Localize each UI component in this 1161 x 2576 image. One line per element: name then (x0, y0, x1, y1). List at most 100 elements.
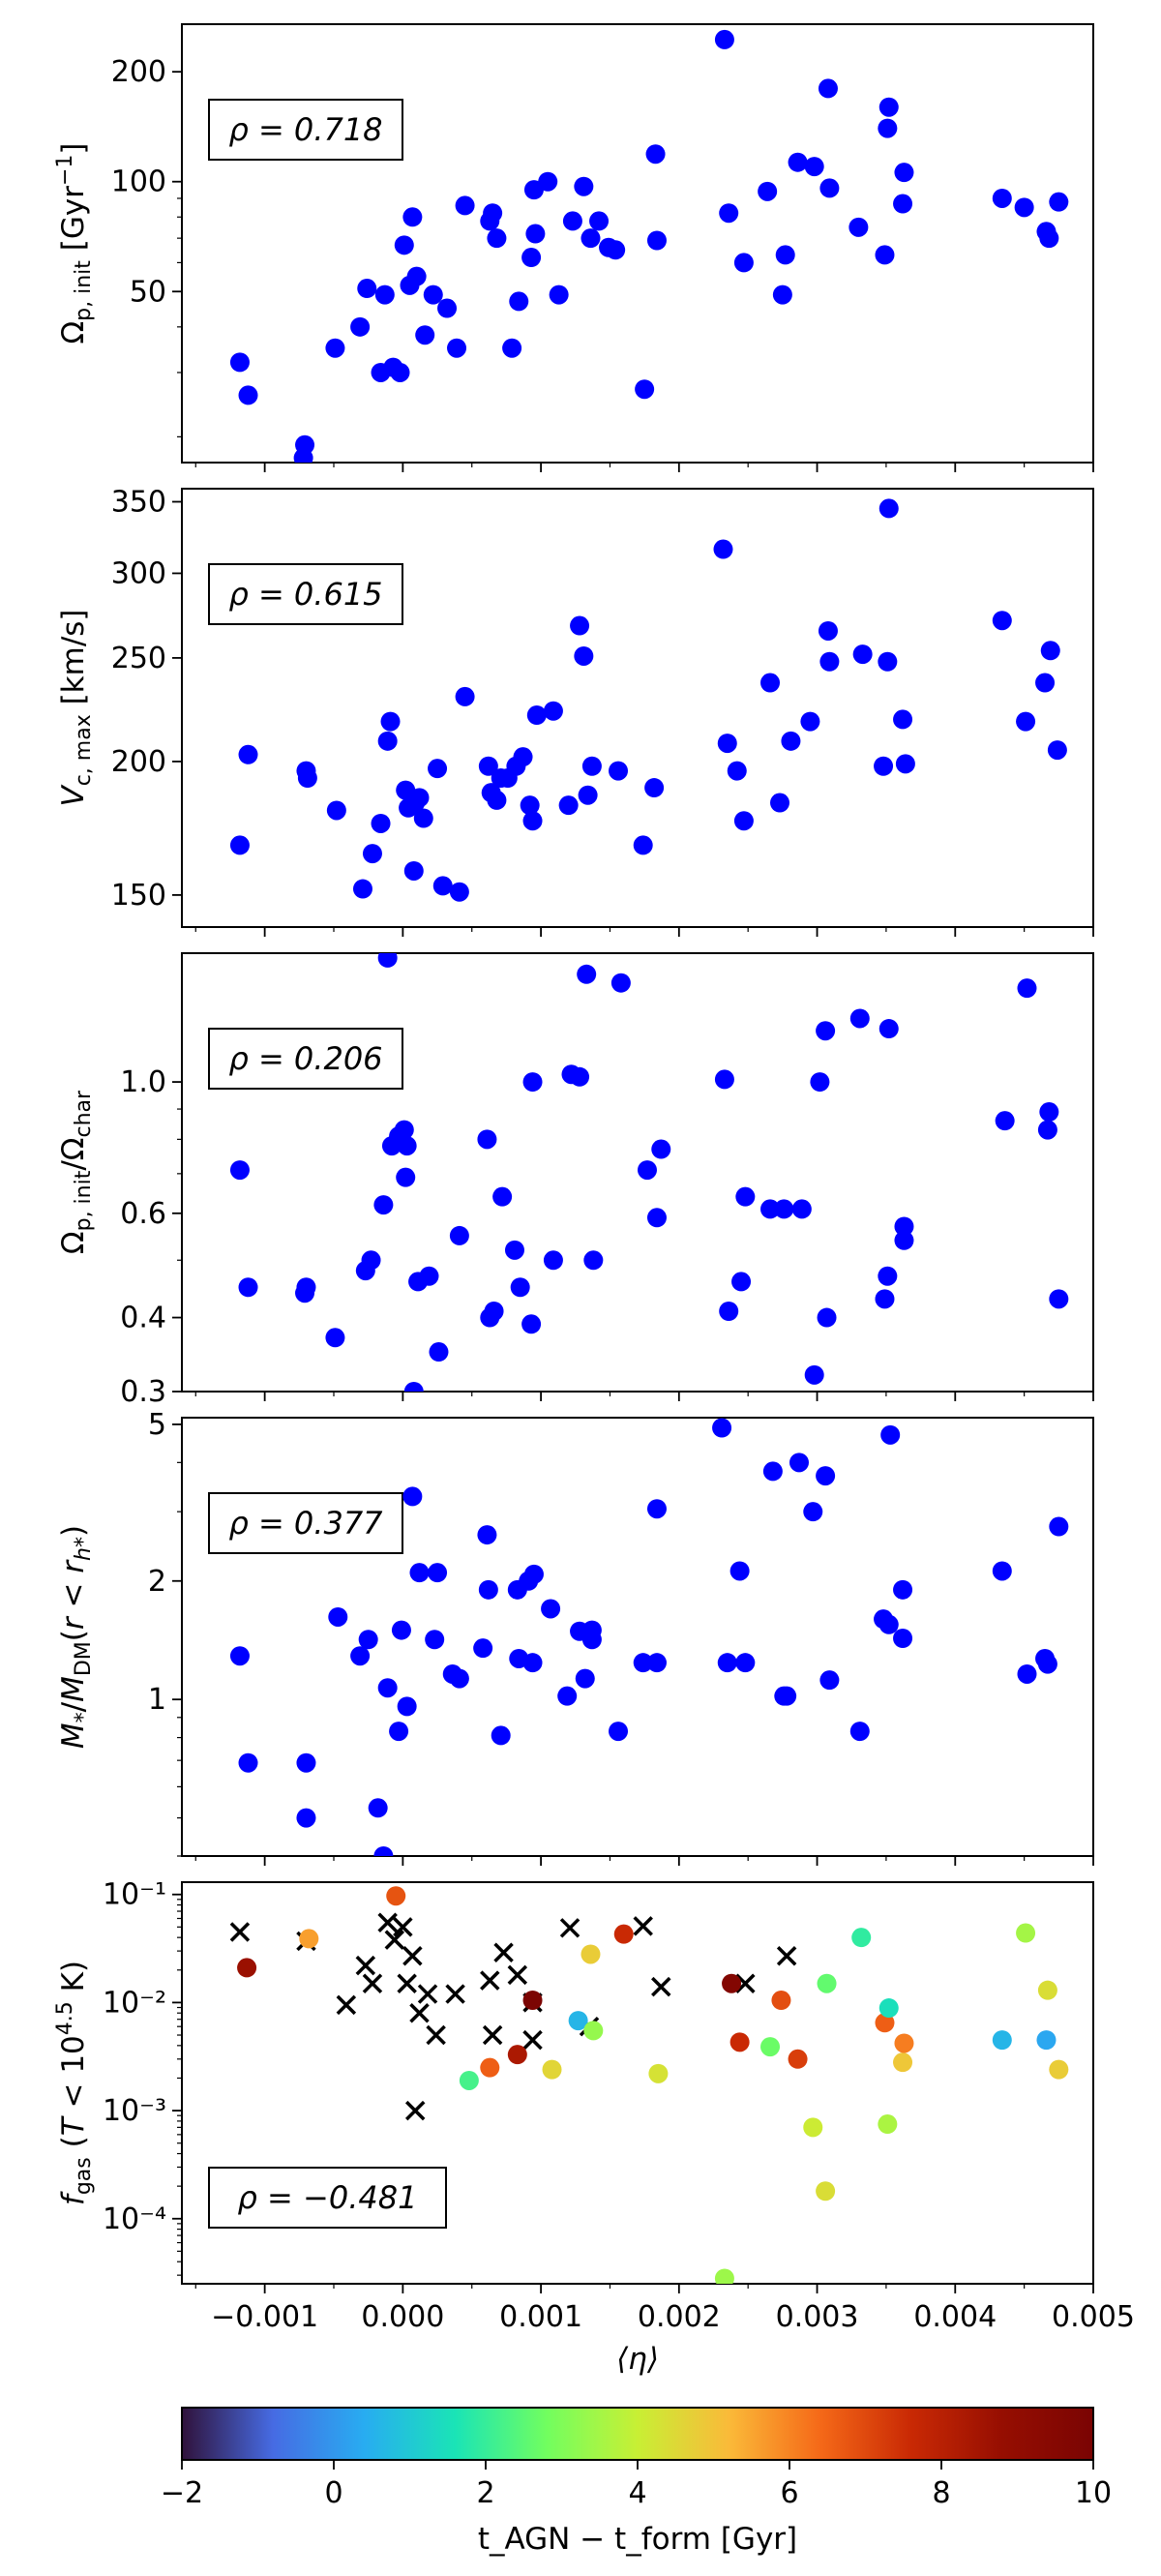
data-point (581, 756, 602, 776)
x-axis-label: ⟨η⟩ (616, 2342, 659, 2377)
correlation-value: ρ = 0.377 (228, 1505, 383, 1542)
data-point (549, 285, 569, 305)
data-point (651, 1139, 671, 1159)
data-point (510, 1277, 530, 1298)
data-point (350, 316, 371, 337)
data-point (1017, 1663, 1037, 1684)
y-axis-label: Ωp, init/Ωchar (56, 1090, 96, 1254)
data-point (818, 620, 838, 641)
data-point (1014, 197, 1034, 218)
data-point (648, 2063, 669, 2083)
data-point (377, 731, 398, 751)
data-point (819, 1670, 840, 1691)
data-point (646, 1653, 667, 1673)
data-point (429, 1342, 449, 1363)
data-point (405, 793, 426, 813)
data-point (818, 78, 838, 99)
data-point (878, 1998, 899, 2019)
y-tick-label: 200 (111, 55, 166, 89)
y-tick-label: 0.3 (120, 1375, 166, 1409)
data-point (574, 176, 594, 196)
data-point (325, 1328, 345, 1348)
data-point (633, 835, 653, 855)
x-tick-label: −0.001 (211, 2300, 318, 2334)
data-point (419, 1266, 439, 1286)
colorbar-tick-label: 2 (476, 2476, 494, 2510)
cross-marker (507, 1964, 528, 1986)
data-point (358, 1630, 378, 1650)
data-point (635, 379, 655, 400)
data-point (406, 266, 427, 286)
data-point (397, 1696, 417, 1717)
cross-marker (377, 1912, 398, 1932)
data-point (581, 1620, 602, 1640)
colorbar-tick-label: 8 (932, 2476, 950, 2510)
data-point (788, 152, 808, 172)
data-point (449, 1225, 469, 1245)
data-point (610, 973, 631, 993)
data-point (455, 686, 475, 706)
cross-marker (336, 1994, 357, 2016)
data-point (875, 245, 895, 265)
data-point (483, 203, 503, 224)
data-point (478, 1579, 498, 1600)
data-point (557, 1686, 578, 1706)
data-point (397, 1136, 417, 1156)
data-point (477, 1525, 497, 1545)
data-point (894, 1230, 914, 1250)
data-point (992, 188, 1012, 208)
data-point (788, 2049, 808, 2069)
plot-frame (181, 488, 1094, 928)
data-point (575, 1668, 595, 1689)
data-point (543, 701, 563, 721)
colorbar-label: t_AGN − t_form [Gyr] (478, 2522, 797, 2557)
data-point (875, 2013, 895, 2033)
data-point (390, 362, 410, 382)
cross-marker (355, 1955, 376, 1976)
data-point (819, 178, 840, 198)
data-point (504, 1240, 524, 1260)
data-point (613, 1924, 634, 1944)
data-point (875, 1289, 895, 1309)
data-point (513, 747, 533, 767)
data-point (819, 651, 840, 672)
data-point (574, 645, 594, 666)
data-point (296, 1752, 316, 1773)
colorbar-tick-label: 4 (628, 2476, 646, 2510)
data-point (380, 711, 401, 732)
data-point (733, 253, 754, 273)
data-point (413, 808, 433, 828)
data-point (229, 1160, 250, 1181)
data-point (1016, 711, 1036, 732)
cross-marker (426, 2024, 446, 2046)
data-point (328, 1606, 348, 1627)
data-point (810, 1072, 830, 1093)
panel-fgas: 10⁻⁴ 10⁻³ 10⁻² 10⁻¹ fgas (T < 104.5 K) ρ = −0… (53, 1878, 1135, 2377)
data-point (238, 385, 258, 405)
data-point (713, 539, 733, 559)
data-point (712, 1418, 732, 1438)
y-tick-label: 0.6 (120, 1197, 166, 1231)
data-point (599, 237, 619, 257)
data-point (878, 1019, 899, 1039)
data-point (722, 1973, 742, 1993)
data-point (449, 882, 469, 902)
data-point (1049, 1289, 1069, 1309)
data-point (491, 1725, 511, 1746)
data-point (386, 1886, 406, 1906)
data-point (521, 248, 542, 268)
data-point (580, 228, 601, 249)
cross-marker (651, 1976, 671, 1997)
data-point (816, 1021, 836, 1041)
cross-marker (393, 1917, 413, 1937)
data-point (731, 1272, 752, 1292)
data-point (521, 1314, 542, 1334)
data-point (1037, 1120, 1057, 1140)
cross-marker (480, 1970, 500, 1991)
data-point (229, 835, 250, 855)
plot-frame (181, 952, 1094, 1393)
data-point (609, 761, 629, 781)
data-point (570, 1066, 590, 1087)
data-point (1039, 1102, 1059, 1123)
